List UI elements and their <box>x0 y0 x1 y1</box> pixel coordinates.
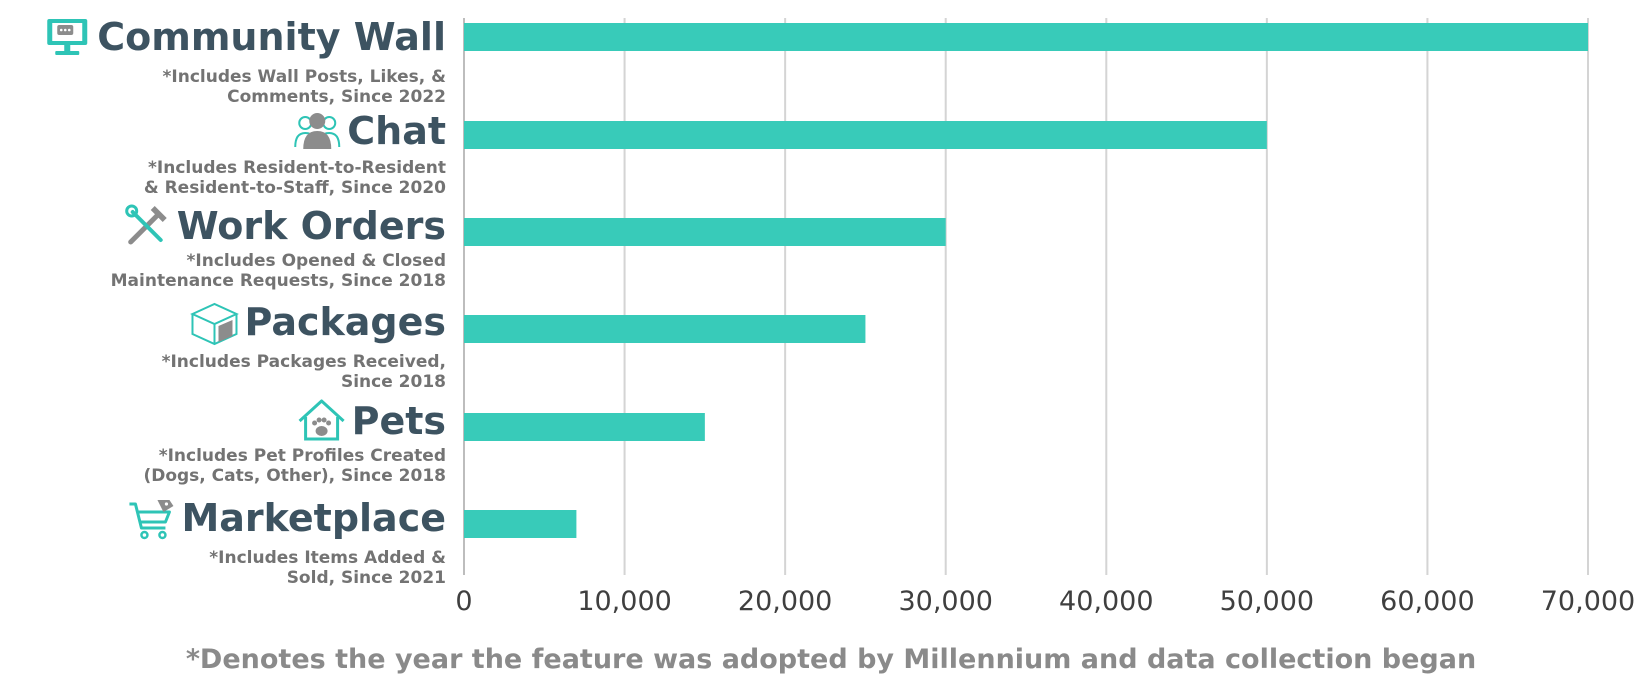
monitor-chat-icon <box>47 19 88 55</box>
cart-icon <box>129 500 174 540</box>
category-note: *Includes Resident-to-Resident <box>148 158 446 178</box>
category-note: *Includes Packages Received, <box>162 352 446 372</box>
category-label: Community Wall <box>97 15 446 59</box>
category-note: Sold, Since 2021 <box>287 568 446 588</box>
x-tick-label: 30,000 <box>898 586 992 617</box>
category-label: Work Orders <box>177 204 446 248</box>
x-tick-label: 10,000 <box>577 586 671 617</box>
category-label: Packages <box>244 300 446 344</box>
bar <box>464 510 577 538</box>
bar <box>464 315 866 343</box>
category-note: Comments, Since 2022 <box>227 87 446 107</box>
people-icon <box>294 113 341 149</box>
category-note: (Dogs, Cats, Other), Since 2018 <box>143 466 446 486</box>
category-note: & Resident-to-Staff, Since 2020 <box>144 178 446 198</box>
category-note: *Includes Pet Profiles Created <box>159 446 446 466</box>
x-tick-label: 20,000 <box>738 586 832 617</box>
x-tick-label: 50,000 <box>1220 586 1314 617</box>
category-label: Marketplace <box>181 496 446 540</box>
category-labels: Community Wall *Includes Wall Posts, Like… <box>97 15 446 588</box>
category-label: Pets <box>352 399 446 443</box>
package-icon <box>190 302 239 346</box>
x-tick-label: 70,000 <box>1541 586 1635 617</box>
category-note: Maintenance Requests, Since 2018 <box>111 271 446 291</box>
x-axis-ticks: 0 10,000 20,000 30,000 40,000 50,000 60,000 70,… <box>455 586 1635 617</box>
pet-house-icon <box>298 399 345 441</box>
category-note: Since 2018 <box>341 372 446 392</box>
bar <box>464 121 1267 149</box>
grid-lines <box>463 18 1589 575</box>
bar <box>464 23 1588 51</box>
x-tick-label: 40,000 <box>1059 586 1153 617</box>
bars <box>464 23 1588 538</box>
footnote: *Denotes the year the feature was adopte… <box>186 644 1476 675</box>
category-icons <box>47 19 345 540</box>
tools-icon <box>125 204 167 245</box>
category-note: *Includes Opened & Closed <box>187 251 446 271</box>
bar <box>464 413 705 441</box>
category-note: *Includes Wall Posts, Likes, & <box>163 67 447 87</box>
category-label: Chat <box>347 109 446 153</box>
x-tick-label: 0 <box>455 586 472 617</box>
x-tick-label: 60,000 <box>1380 586 1474 617</box>
bar <box>464 218 946 246</box>
category-note: *Includes Items Added & <box>209 548 446 568</box>
